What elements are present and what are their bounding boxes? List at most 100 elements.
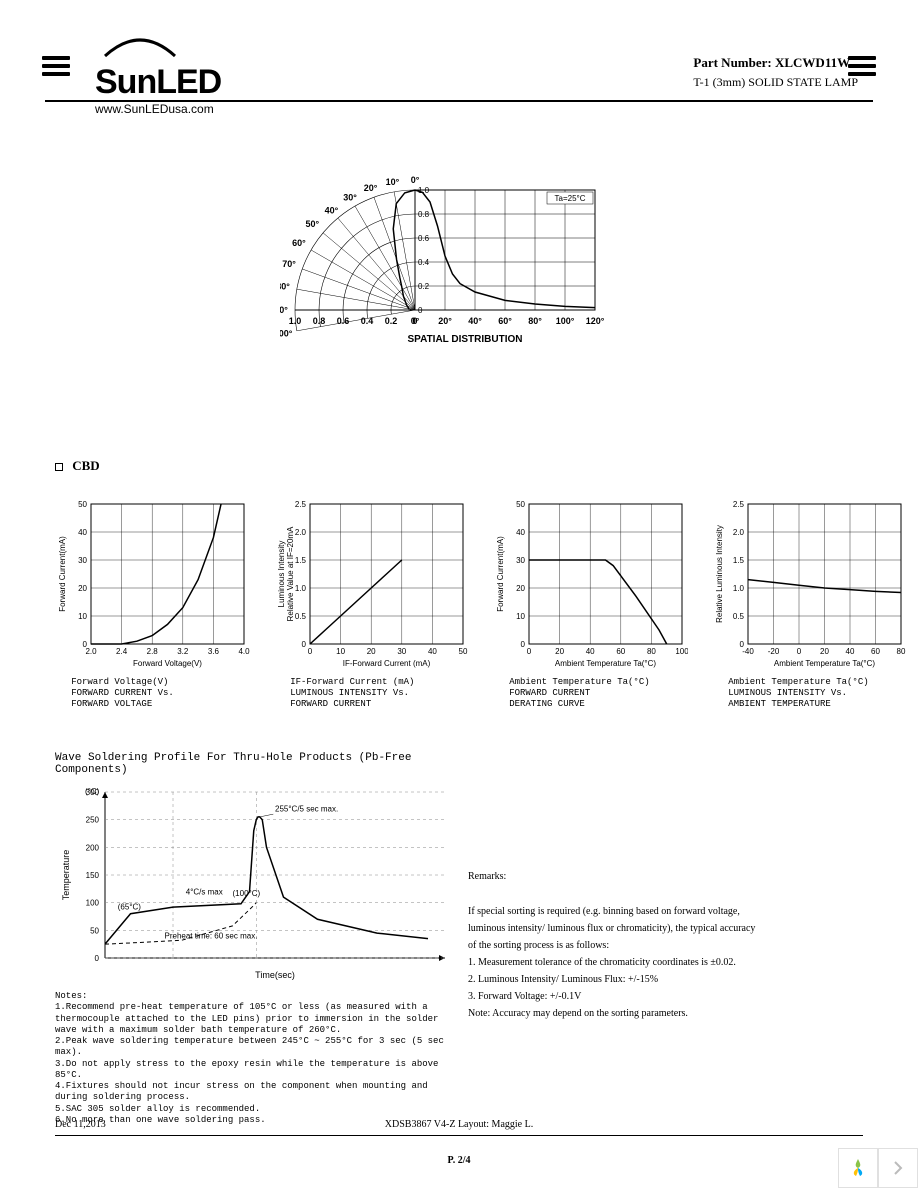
notes-block: Notes: 1.Recommend pre-heat temperature … bbox=[55, 991, 465, 1126]
remark-line: Note: Accuracy may depend on the sorting… bbox=[468, 1005, 868, 1022]
svg-text:0: 0 bbox=[302, 640, 307, 649]
svg-text:20°: 20° bbox=[438, 316, 452, 326]
svg-text:(65°C): (65°C) bbox=[118, 902, 142, 911]
svg-text:3.6: 3.6 bbox=[208, 647, 220, 656]
remark-line: luminous intensity/ luminous flux or chr… bbox=[468, 920, 868, 937]
svg-text:30: 30 bbox=[397, 647, 406, 656]
svg-text:250: 250 bbox=[86, 816, 100, 825]
svg-text:Time(sec): Time(sec) bbox=[255, 970, 295, 980]
note-item: 4.Fixtures should not incur stress on th… bbox=[55, 1081, 465, 1104]
svg-text:2.0: 2.0 bbox=[295, 528, 307, 537]
svg-text:100°: 100° bbox=[556, 316, 575, 326]
chart-iv: 2.02.42.83.23.64.001020304050Forward Cur… bbox=[55, 498, 250, 709]
svg-text:20: 20 bbox=[555, 647, 564, 656]
wave-chart: 050100150200250300(°C)255°C/5 sec max.4°… bbox=[55, 782, 455, 982]
svg-text:0.5: 0.5 bbox=[295, 612, 307, 621]
wave-title: Wave Soldering Profile For Thru-Hole Pro… bbox=[55, 752, 465, 776]
svg-text:Temperature: Temperature bbox=[61, 850, 71, 901]
svg-text:30°: 30° bbox=[343, 192, 357, 202]
remark-line: If special sorting is required (e.g. bin… bbox=[468, 903, 868, 920]
svg-text:1.5: 1.5 bbox=[733, 556, 745, 565]
svg-text:0.2: 0.2 bbox=[385, 316, 398, 326]
svg-text:0.8: 0.8 bbox=[313, 316, 326, 326]
svg-text:40°: 40° bbox=[325, 205, 339, 215]
svg-text:200: 200 bbox=[86, 843, 100, 852]
logo-url: www.SunLEDusa.com bbox=[95, 102, 255, 116]
svg-text:0: 0 bbox=[521, 640, 526, 649]
svg-text:80°: 80° bbox=[528, 316, 542, 326]
svg-text:Ambient Temperature Ta(°C): Ambient Temperature Ta(°C) bbox=[555, 659, 657, 668]
svg-text:Ta=25°C: Ta=25°C bbox=[555, 194, 586, 203]
svg-text:(°C): (°C) bbox=[85, 787, 100, 796]
svg-text:150: 150 bbox=[86, 871, 100, 880]
svg-text:50°: 50° bbox=[306, 219, 320, 229]
chart-li-ta: -40-2002040608000.51.01.52.02.5Relative … bbox=[712, 498, 907, 709]
svg-text:1.0: 1.0 bbox=[295, 584, 307, 593]
svg-text:20: 20 bbox=[516, 584, 525, 593]
svg-text:4.0: 4.0 bbox=[238, 647, 250, 656]
svg-text:30: 30 bbox=[78, 556, 87, 565]
chart-derating: 02040608010001020304050Forward Current(m… bbox=[493, 498, 688, 709]
svg-text:0: 0 bbox=[740, 640, 745, 649]
svg-text:0°: 0° bbox=[411, 175, 420, 185]
part-label: Part Number: bbox=[693, 55, 771, 70]
svg-text:Preheat time: 60 sec max.: Preheat time: 60 sec max. bbox=[165, 932, 258, 941]
svg-text:Ambient Temperature Ta(°C): Ambient Temperature Ta(°C) bbox=[774, 659, 876, 668]
svg-text:Forward Voltage(V): Forward Voltage(V) bbox=[133, 659, 202, 668]
svg-text:100: 100 bbox=[675, 647, 688, 656]
svg-text:50: 50 bbox=[459, 647, 468, 656]
svg-text:120°: 120° bbox=[586, 316, 605, 326]
footer-mid: XDSB3867 V4-Z Layout: Maggie L. bbox=[385, 1119, 533, 1130]
svg-text:1.0: 1.0 bbox=[289, 316, 302, 326]
footer-date: Dec 11,2013 bbox=[55, 1119, 106, 1130]
svg-text:80: 80 bbox=[647, 647, 656, 656]
svg-text:40: 40 bbox=[516, 528, 525, 537]
svg-text:0: 0 bbox=[418, 306, 423, 315]
svg-text:1.5: 1.5 bbox=[295, 556, 307, 565]
svg-text:2.0: 2.0 bbox=[733, 528, 745, 537]
svg-text:50: 50 bbox=[90, 926, 99, 935]
note-item: 5.SAC 305 solder alloy is recommended. bbox=[55, 1104, 465, 1115]
spatial-distribution-chart: 40°30°20°10°0°50°60°70°80°90°100°1.00.80… bbox=[280, 150, 620, 365]
svg-text:0: 0 bbox=[308, 647, 313, 656]
svg-text:2.5: 2.5 bbox=[295, 500, 307, 509]
svg-text:2.5: 2.5 bbox=[733, 500, 745, 509]
footer-page: P. 2/4 bbox=[448, 1155, 471, 1166]
color-logo-icon[interactable] bbox=[838, 1148, 878, 1188]
svg-text:3.2: 3.2 bbox=[177, 647, 189, 656]
svg-text:Forward Current(mA): Forward Current(mA) bbox=[496, 536, 505, 612]
svg-text:0.4: 0.4 bbox=[361, 316, 374, 326]
svg-text:40°: 40° bbox=[468, 316, 482, 326]
menu-icon-left[interactable] bbox=[42, 56, 70, 76]
svg-text:Forward Current(mA): Forward Current(mA) bbox=[58, 536, 67, 612]
svg-text:2.4: 2.4 bbox=[116, 647, 128, 656]
svg-text:30: 30 bbox=[516, 556, 525, 565]
svg-text:100°: 100° bbox=[280, 328, 293, 338]
note-item: 1.Recommend pre-heat temperature of 105°… bbox=[55, 1002, 465, 1036]
svg-text:0°: 0° bbox=[411, 316, 420, 326]
next-page-icon[interactable] bbox=[878, 1148, 918, 1188]
svg-text:-20: -20 bbox=[768, 647, 780, 656]
svg-text:60: 60 bbox=[871, 647, 880, 656]
svg-text:50: 50 bbox=[78, 500, 87, 509]
svg-text:80: 80 bbox=[897, 647, 906, 656]
svg-text:10: 10 bbox=[78, 612, 87, 621]
svg-text:40: 40 bbox=[586, 647, 595, 656]
svg-text:60°: 60° bbox=[292, 238, 306, 248]
svg-text:2.8: 2.8 bbox=[147, 647, 159, 656]
svg-text:255°C/5 sec max.: 255°C/5 sec max. bbox=[275, 804, 338, 813]
svg-text:0.6: 0.6 bbox=[418, 234, 430, 243]
svg-text:10°: 10° bbox=[386, 177, 400, 187]
svg-text:0: 0 bbox=[797, 647, 802, 656]
remark-line: 3. Forward Voltage: +/-0.1V bbox=[468, 988, 868, 1005]
svg-text:60°: 60° bbox=[498, 316, 512, 326]
svg-text:0.5: 0.5 bbox=[733, 612, 745, 621]
svg-text:4°C/s max: 4°C/s max bbox=[186, 887, 223, 896]
svg-text:70°: 70° bbox=[282, 259, 296, 269]
svg-text:10: 10 bbox=[516, 612, 525, 621]
svg-text:0: 0 bbox=[95, 954, 100, 963]
svg-text:20: 20 bbox=[820, 647, 829, 656]
svg-text:40: 40 bbox=[78, 528, 87, 537]
footer-divider bbox=[55, 1135, 863, 1136]
remarks-block: Remarks: If special sorting is required … bbox=[468, 868, 868, 1022]
